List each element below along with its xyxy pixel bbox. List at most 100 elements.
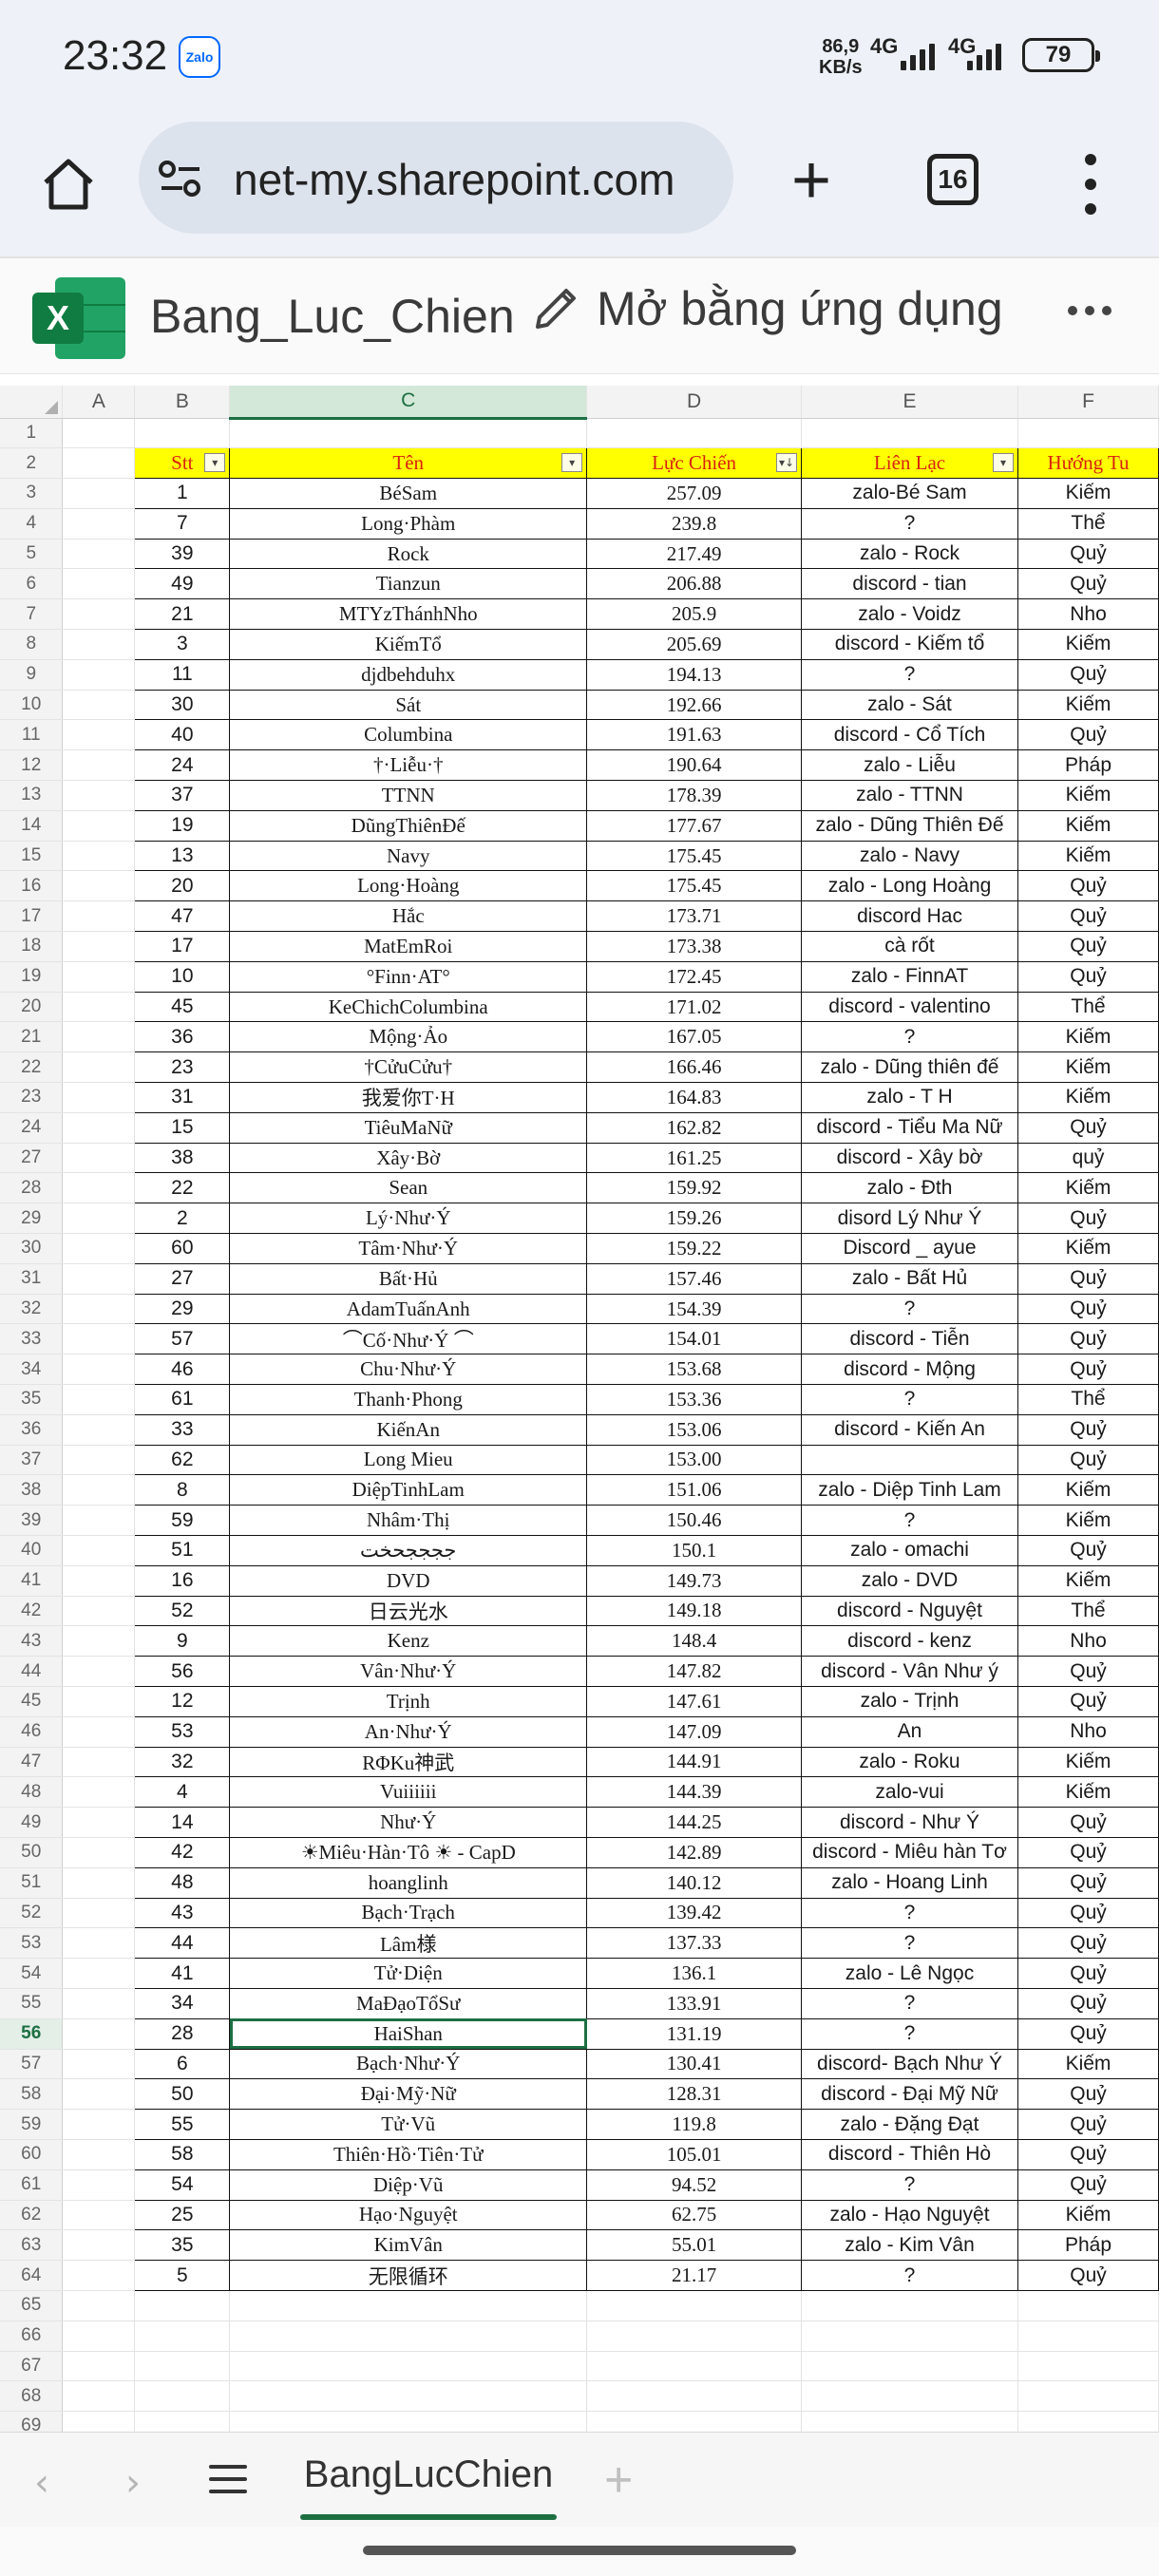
cell[interactable] (62, 1384, 136, 1415)
cell[interactable] (62, 2351, 136, 2382)
header-cell-luc-chien[interactable]: Lực Chiến ▾↓ (586, 447, 803, 480)
cell-huong-tu[interactable]: Quỷ (1017, 1413, 1159, 1446)
cell-luc-chien[interactable]: 157.46 (586, 1262, 803, 1295)
cell-lien-lac[interactable]: zalo - Đth (801, 1172, 1018, 1204)
cell[interactable] (801, 2380, 1018, 2413)
row-header[interactable]: 51 (0, 1867, 64, 1899)
cell-stt[interactable]: 39 (134, 538, 231, 570)
cell[interactable] (62, 1686, 136, 1717)
cell-stt[interactable]: 46 (134, 1354, 231, 1385)
cell-stt[interactable]: 6 (134, 2048, 231, 2080)
cell-lien-lac[interactable]: discord - Tiễn (801, 1323, 1018, 1355)
cell-huong-tu[interactable]: Kiếm (1017, 1172, 1159, 1204)
cell-lien-lac[interactable]: discord - tian (801, 568, 1018, 600)
row-header[interactable]: 65 (0, 2290, 64, 2321)
cell-luc-chien[interactable]: 149.18 (586, 1595, 803, 1627)
cell-luc-chien[interactable]: 153.36 (586, 1384, 803, 1415)
row-header[interactable]: 61 (0, 2169, 64, 2201)
cell-stt[interactable]: 61 (134, 1384, 231, 1415)
cell-luc-chien[interactable]: 167.05 (586, 1021, 803, 1053)
row-header[interactable]: 9 (0, 659, 64, 691)
cell-ten[interactable]: Vuiiiiii (229, 1776, 588, 1809)
cell-luc-chien[interactable]: 147.09 (586, 1715, 803, 1748)
cell-ten[interactable]: DũngThiênĐế (229, 809, 588, 842)
row-header[interactable]: 33 (0, 1323, 64, 1355)
cell-lien-lac[interactable]: discord - valentino (801, 991, 1018, 1023)
cell-huong-tu[interactable]: Nho (1017, 598, 1159, 631)
row-header[interactable]: 42 (0, 1596, 64, 1627)
cell-ten[interactable]: MatEmRoi (229, 931, 588, 962)
cell-luc-chien[interactable]: 62.75 (586, 2199, 803, 2231)
cell-ten[interactable]: TiêuMaNữ (229, 1111, 588, 1144)
cell[interactable] (62, 2078, 136, 2111)
cell-huong-tu[interactable]: Quỷ (1017, 960, 1159, 993)
cell[interactable] (229, 2380, 588, 2413)
cell-ten[interactable]: Long Mieu (229, 1444, 588, 1476)
filter-dropdown-icon[interactable]: ▾ (204, 453, 226, 473)
cell-stt[interactable]: 49 (134, 568, 231, 600)
cell-stt[interactable]: 30 (134, 689, 231, 721)
column-header-selected[interactable]: C (229, 386, 588, 420)
cell-stt[interactable]: 62 (134, 1444, 231, 1476)
cell-lien-lac[interactable]: ? (801, 658, 1018, 691)
cell-luc-chien[interactable]: 133.91 (586, 1987, 803, 2019)
row-header[interactable]: 36 (0, 1414, 64, 1446)
cell-luc-chien[interactable]: 131.19 (586, 2017, 803, 2050)
cell-ten[interactable]: Chu·Như·Ý (229, 1354, 588, 1385)
cell-luc-chien[interactable]: 205.69 (586, 629, 803, 660)
cell-huong-tu[interactable]: Quỷ (1017, 1685, 1159, 1717)
cell-stt[interactable]: 56 (134, 1656, 231, 1687)
row-header[interactable]: 68 (0, 2380, 64, 2413)
previous-sheet-icon[interactable]: ‹ (34, 2461, 49, 2505)
row-header[interactable]: 21 (0, 1021, 64, 1053)
cell-ten[interactable]: MTYzThánhNho (229, 598, 588, 631)
cell-stt[interactable]: 28 (134, 2017, 231, 2050)
cell[interactable] (62, 1021, 136, 1053)
row-header[interactable]: 3 (0, 478, 64, 509)
cell-lien-lac[interactable]: zalo - Diệp Tinh Lam (801, 1474, 1018, 1506)
cell[interactable] (62, 1294, 136, 1325)
cell-huong-tu[interactable]: Nho (1017, 1625, 1159, 1657)
cell-lien-lac[interactable]: zalo - Lê Ngọc (801, 1958, 1018, 1989)
row-header[interactable]: 7 (0, 598, 64, 631)
cell-stt[interactable]: 14 (134, 1807, 231, 1838)
row-header[interactable]: 59 (0, 2109, 64, 2140)
cell-huong-tu[interactable]: Quỷ (1017, 1354, 1159, 1385)
cell-stt[interactable]: 34 (134, 1987, 231, 2019)
cell-luc-chien[interactable]: 171.02 (586, 991, 803, 1023)
tab-switcher-button[interactable]: 16 (927, 154, 978, 205)
cell-stt[interactable]: 32 (134, 1746, 231, 1778)
cell[interactable] (229, 2290, 588, 2321)
cell[interactable] (62, 780, 136, 811)
cell-stt[interactable]: 24 (134, 749, 231, 782)
cell-lien-lac[interactable]: zalo - TTNN (801, 780, 1018, 811)
cell-ten[interactable]: Xây·Bờ (229, 1142, 588, 1174)
row-header[interactable]: 2 (0, 447, 64, 480)
cell-huong-tu[interactable]: Nho (1017, 1715, 1159, 1748)
cell[interactable] (62, 1837, 136, 1868)
cell-luc-chien[interactable]: 147.61 (586, 1685, 803, 1717)
cell-ten[interactable]: HaiShan (229, 2017, 588, 2050)
row-header[interactable]: 62 (0, 2200, 64, 2231)
cell-huong-tu[interactable]: Quỷ (1017, 538, 1159, 570)
cell-luc-chien[interactable]: 151.06 (586, 1474, 803, 1506)
cell[interactable] (62, 598, 136, 631)
row-header[interactable]: 4 (0, 508, 64, 540)
cell-stt[interactable]: 17 (134, 931, 231, 962)
cell[interactable] (134, 2351, 231, 2382)
cell-stt[interactable]: 57 (134, 1323, 231, 1355)
sheet-tab-active[interactable]: BangLucChien (300, 2444, 557, 2520)
cell-stt[interactable]: 38 (134, 1142, 231, 1174)
cell-stt[interactable]: 4 (134, 1776, 231, 1809)
cell[interactable] (134, 2411, 231, 2432)
cell-lien-lac[interactable]: zalo - Roku (801, 1746, 1018, 1778)
cell-lien-lac[interactable]: ? (801, 507, 1018, 540)
column-header[interactable]: A (62, 386, 136, 419)
cell-ten[interactable]: Nhâm·Thị (229, 1505, 588, 1536)
cell-stt[interactable]: 48 (134, 1866, 231, 1899)
row-header[interactable]: 29 (0, 1203, 64, 1235)
cell-luc-chien[interactable]: 142.89 (586, 1836, 803, 1868)
header-cell-lien-lac[interactable]: Liên Lạc ▾ (801, 447, 1018, 480)
sheet-list-menu-icon[interactable] (209, 2465, 247, 2493)
cell-luc-chien[interactable]: 153.06 (586, 1413, 803, 1446)
